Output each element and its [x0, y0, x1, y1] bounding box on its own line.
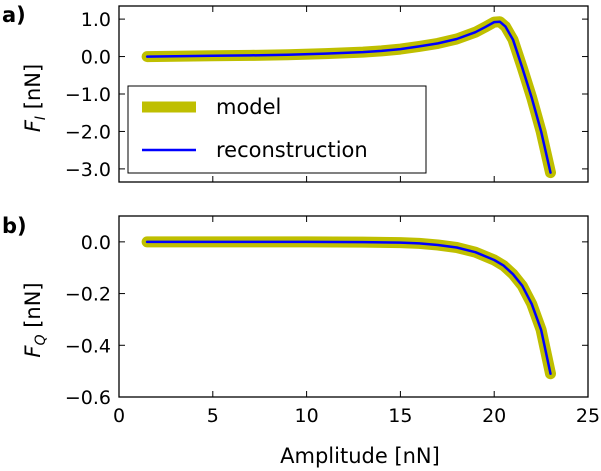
- panel-b-plot-area: [141, 236, 556, 380]
- panel-a-series-reconstruction: [145, 20, 552, 174]
- panel-b-x-tick-label: 25: [576, 405, 600, 427]
- panel-b-x-tick-label: 0: [113, 405, 125, 427]
- panel-b-series-reconstruction: [145, 240, 552, 375]
- panel-a-y-axis-unit: [nN]: [21, 64, 45, 116]
- panel-b-y-ticks: 0.0 −0.2 −0.4 −0.6: [65, 232, 588, 409]
- x-axis-label: Amplitude [nN]: [280, 444, 440, 468]
- panel-b-x-ticks: 0 5 10 15 20 25: [113, 216, 600, 427]
- panel-b: b) 0.0 −0.2 −0.4 −0.6 0 5 10 15 20 25 FQ [nN] Am…: [2, 214, 600, 468]
- panel-b-x-tick-label: 20: [482, 405, 506, 427]
- panel-b-y-tick-label: −0.6: [65, 387, 111, 409]
- panel-b-y-axis-label: FQ [nN]: [21, 282, 49, 357]
- panel-b-y-tick-label: −0.2: [65, 284, 111, 306]
- legend-box: [127, 85, 427, 174]
- panel-a-label: a): [2, 3, 26, 27]
- panel-b-y-axis-unit: [nN]: [21, 282, 45, 334]
- panel-a-y-axis-subscript: I: [33, 116, 49, 120]
- panel-a-y-axis-symbol: F: [21, 119, 45, 132]
- panel-b-x-tick-label: 5: [207, 405, 219, 427]
- panel-b-y-tick-label: 0.0: [81, 232, 111, 254]
- panel-b-frame: [118, 215, 589, 398]
- panel-a-y-tick-label: 1.0: [81, 9, 111, 31]
- panel-a-y-tick-label: 0.0: [81, 47, 111, 69]
- panel-a-y-ticks: 1.0 0.0 −1.0 −2.0 −3.0: [65, 6, 589, 182]
- panel-b-y-tick-label: −0.4: [65, 335, 111, 357]
- panel-b-x-tick-label: 10: [295, 405, 319, 427]
- legend-reconstruction-label: reconstruction: [216, 138, 368, 162]
- panel-b-series-model: [141, 236, 556, 380]
- panel-b-y-axis-subscript: Q: [33, 334, 49, 345]
- panel-a-plot-area: [141, 16, 556, 179]
- legend-model-label: model: [216, 95, 281, 119]
- panel-b-label: b): [2, 214, 27, 238]
- panel-a-y-tick-label: −1.0: [65, 84, 111, 106]
- legend: model reconstruction: [127, 85, 427, 174]
- panel-a-y-tick-label: −2.0: [65, 121, 111, 143]
- panel-a-y-axis-label: FI [nN]: [21, 64, 49, 132]
- panel-b-y-axis-symbol: F: [21, 345, 45, 358]
- panel-b-x-tick-label: 15: [388, 405, 412, 427]
- panel-a-y-tick-label: −3.0: [65, 159, 111, 181]
- panel-a: a) 1.0 0.0 −1.0 −2.0 −3.0 FI [nN] model reco…: [2, 3, 589, 183]
